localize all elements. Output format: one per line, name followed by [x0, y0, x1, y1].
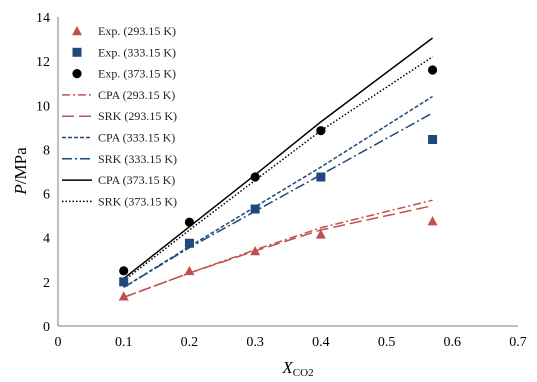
y-tick-labels: 0 2 4 6 8 10 12 14 — [36, 11, 50, 335]
legend-label: CPA (293.15 K) — [98, 88, 175, 102]
plot-area — [57, 17, 518, 327]
x-axis-title-subscript: CO2 — [293, 367, 314, 379]
y-tick-label: 0 — [43, 320, 50, 335]
y-tick-label: 4 — [43, 232, 50, 247]
data-point — [250, 172, 260, 182]
series-line — [123, 95, 433, 289]
data-point — [184, 238, 194, 248]
y-tick-label: 10 — [36, 99, 50, 114]
legend-label: CPA (333.15 K) — [98, 131, 175, 145]
data-point — [119, 277, 129, 287]
data-point — [118, 291, 129, 301]
x-tick-label: 0.4 — [312, 335, 330, 350]
y-tick-label: 2 — [43, 276, 50, 291]
legend: Exp. (293.15 K) Exp. (333.15 K) Exp. (373.… — [62, 24, 177, 208]
x-tick-label: 0.7 — [509, 335, 527, 350]
legend-label: Exp. (333.15 K) — [98, 45, 176, 59]
series-line — [123, 199, 433, 299]
y-axis-title: P/MPa — [11, 147, 30, 196]
data-point — [250, 204, 260, 214]
x-tick-label: 0.5 — [378, 335, 396, 350]
x-tick-label: 0.3 — [246, 335, 264, 350]
legend-label: Exp. (293.15 K) — [98, 24, 176, 38]
data-point — [119, 266, 129, 276]
legend-label: Exp. (373.15 K) — [98, 67, 176, 81]
legend-label: SRK (333.15 K) — [98, 152, 177, 166]
y-tick-label: 12 — [36, 55, 50, 70]
y-tick-label: 8 — [43, 143, 50, 158]
data-point — [427, 65, 438, 75]
y-axis-title-unit: /MPa — [11, 147, 30, 184]
data-point — [184, 265, 195, 276]
y-tick-label: 6 — [43, 188, 50, 203]
legend-swatch — [72, 47, 82, 57]
x-tick-label: 0.2 — [181, 335, 199, 350]
legend-label: CPA (373.15 K) — [98, 173, 175, 187]
data-point — [428, 134, 438, 144]
x-tick-labels: 0 0.1 0.2 0.3 0.4 0.5 0.6 0.7 — [55, 335, 527, 350]
legend-label: SRK (373.15 K) — [98, 194, 177, 208]
x-tick-label: 0 — [55, 335, 62, 350]
data-point — [427, 216, 438, 226]
y-axis-title-main: P — [11, 184, 30, 195]
legend-swatch — [72, 26, 82, 36]
data-point — [250, 245, 261, 256]
data-point — [316, 126, 326, 136]
x-tick-label: 0.6 — [444, 335, 462, 350]
y-tick-label: 14 — [36, 11, 50, 26]
x-axis-title-main: X — [281, 358, 293, 377]
data-point — [315, 229, 326, 239]
legend-label: SRK (293.15 K) — [98, 109, 177, 123]
data-point — [184, 217, 195, 227]
legend-swatch — [72, 69, 82, 79]
series-markers — [118, 65, 438, 301]
data-point — [316, 172, 326, 182]
x-tick-label: 0.1 — [115, 335, 133, 350]
series-line — [123, 204, 433, 299]
x-axis-title: XCO2 — [281, 358, 313, 379]
